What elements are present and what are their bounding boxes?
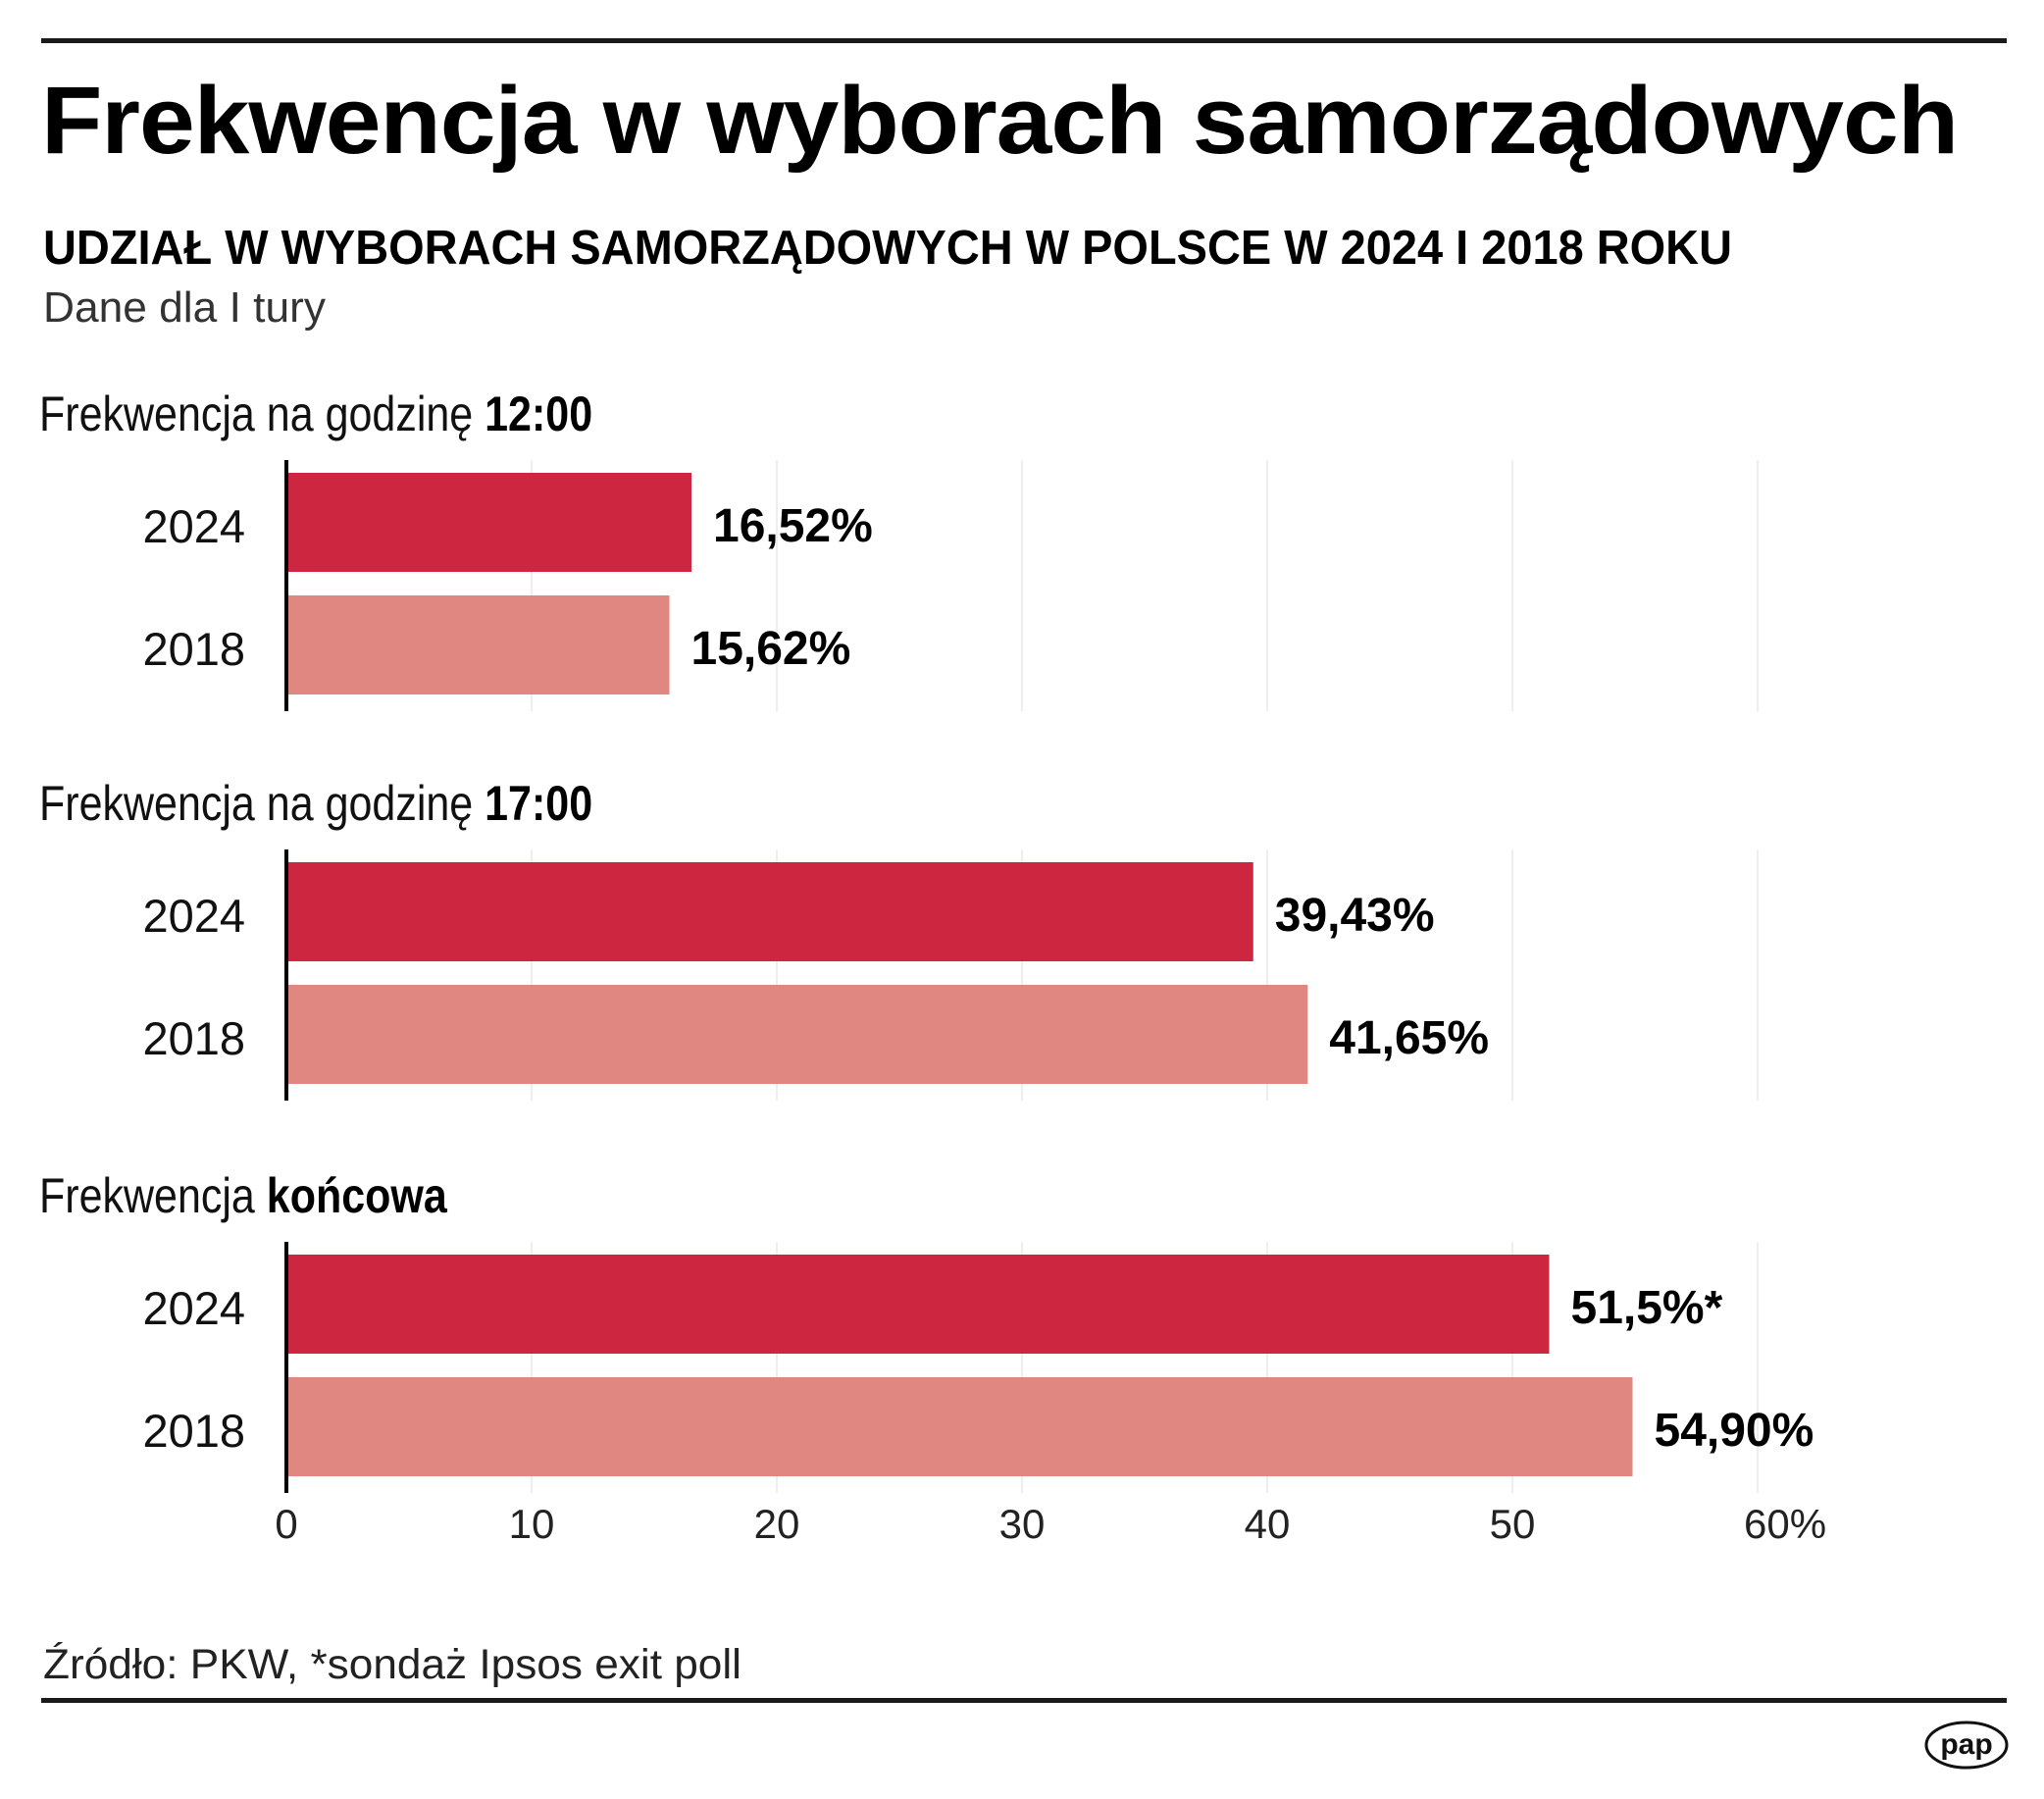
value-label: 39,43%: [1274, 890, 1435, 942]
year-label: 2018: [142, 1012, 245, 1064]
year-label: 2024: [142, 1282, 245, 1334]
group-heading: Frekwencja końcowa: [39, 1171, 447, 1220]
group-heading: Frekwencja na godzinę 17:00: [39, 779, 592, 828]
bars: [288, 473, 1633, 1476]
x-tick-label: 50: [1490, 1501, 1536, 1547]
chart-subtitle: UDZIAŁ W WYBORACH SAMORZĄDOWYCH W POLSCE…: [43, 222, 1732, 275]
x-tick-label: 60%: [1744, 1501, 1826, 1547]
value-label: 16,52%: [713, 500, 873, 552]
year-label: 2018: [142, 1405, 245, 1457]
bar-0-2024: [288, 473, 691, 572]
bar-2-2024: [288, 1255, 1550, 1354]
pap-logo-text: pap: [1940, 1728, 1992, 1761]
x-tick-label: 30: [999, 1501, 1046, 1547]
group-heading-emphasis: końcowa: [266, 1168, 447, 1223]
bar-0-2018: [288, 595, 670, 694]
group-heading-prefix: Frekwencja na godzinę: [39, 386, 485, 441]
x-tick-label: 10: [509, 1501, 555, 1547]
value-label: 41,65%: [1329, 1012, 1490, 1064]
group-heading-prefix: Frekwencja: [39, 1168, 267, 1223]
group-heading: Frekwencja na godzinę 12:00: [39, 389, 592, 438]
value-label: 15,62%: [690, 623, 851, 675]
x-tick-label: 0: [275, 1501, 297, 1547]
group-heading-emphasis: 12:00: [485, 386, 593, 441]
group-heading-emphasis: 17:00: [485, 776, 593, 831]
year-label: 2024: [142, 500, 245, 552]
x-tick-label: 40: [1245, 1501, 1291, 1547]
chart-title: Frekwencja w wyborach samorządowych: [41, 67, 1959, 174]
pap-logo-icon: pap: [1924, 1721, 2009, 1770]
top-rule: [41, 38, 2007, 43]
bottom-rule: [41, 1698, 2007, 1703]
source-note: Źródło: PKW, *sondaż Ipsos exit poll: [43, 1641, 741, 1688]
chart-note: Dane dla I tury: [43, 283, 326, 332]
x-axis-ticks: 0 10 20 30 40 50 60%: [275, 1501, 1826, 1547]
year-label: 2018: [142, 623, 245, 675]
bar-1-2024: [288, 862, 1253, 961]
value-label: 54,90%: [1654, 1405, 1814, 1457]
year-label: 2024: [142, 890, 245, 942]
value-label: 51,5%*: [1570, 1282, 1723, 1334]
bar-1-2018: [288, 985, 1308, 1084]
bar-2-2018: [288, 1377, 1633, 1476]
x-tick-label: 20: [754, 1501, 800, 1547]
group-heading-prefix: Frekwencja na godzinę: [39, 776, 485, 831]
